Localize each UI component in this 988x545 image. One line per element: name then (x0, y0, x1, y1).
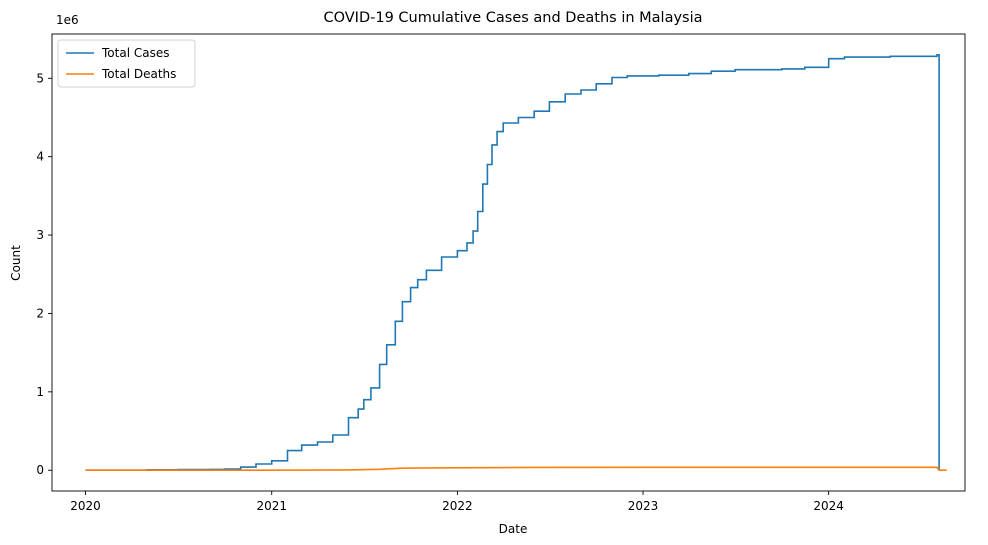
y-tick-label: 3 (36, 228, 44, 242)
legend-entry: Total Deaths (101, 67, 176, 81)
legend: Total Cases Total Deaths (57, 39, 196, 88)
legend-entry: Total Cases (101, 46, 169, 60)
y-axis-ticks: 0 1 2 3 4 5 (36, 71, 52, 477)
y-tick-label: 2 (36, 306, 44, 320)
legend-box (57, 39, 196, 88)
plot-area (51, 33, 966, 492)
y-tick-label: 1 (36, 385, 44, 399)
series-line-total-deaths (85, 466, 947, 471)
series-line-total-cases (85, 54, 940, 471)
x-tick-label: 2020 (70, 499, 101, 513)
x-tick-label: 2021 (256, 499, 287, 513)
y-tick-label: 4 (36, 150, 44, 164)
y-tick-label: 0 (36, 463, 44, 477)
x-axis-label: Date (499, 522, 528, 536)
x-axis-ticks: 2020 2021 2022 2023 2024 (70, 491, 844, 513)
chart-title: COVID-19 Cumulative Cases and Deaths in … (323, 10, 702, 26)
y-offset-label: 1e6 (56, 13, 79, 27)
x-tick-label: 2024 (813, 499, 844, 513)
x-tick-label: 2022 (442, 499, 473, 513)
y-tick-label: 5 (36, 71, 44, 85)
y-axis-label: Count (9, 245, 23, 281)
plot-frame (51, 33, 966, 492)
x-tick-label: 2023 (628, 499, 659, 513)
